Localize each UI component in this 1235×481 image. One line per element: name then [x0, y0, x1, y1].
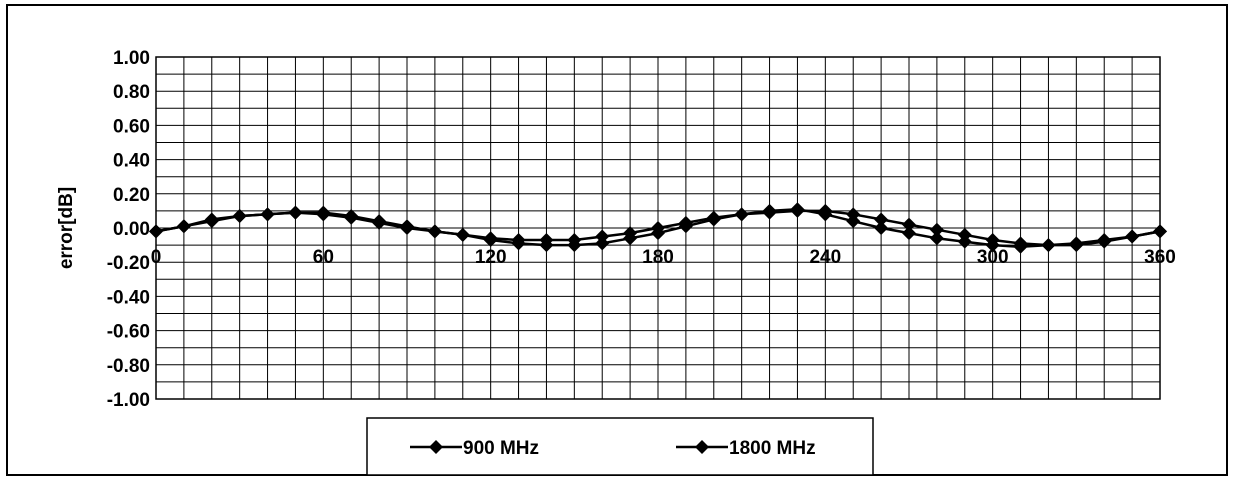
x-tick-label: 360: [1144, 247, 1176, 268]
x-tick-label: 300: [977, 247, 1009, 268]
data-point-marker: [204, 214, 219, 229]
data-point-marker: [678, 219, 693, 234]
data-point-marker: [1125, 229, 1140, 244]
data-point-marker: [316, 207, 331, 222]
x-tick-label: 0: [151, 247, 162, 268]
data-point-marker: [1013, 239, 1028, 254]
data-point-marker: [288, 205, 303, 220]
data-point-marker: [790, 202, 805, 217]
y-tick-label: 1.00: [113, 48, 150, 69]
y-tick-label: -0.80: [107, 356, 150, 377]
data-point-marker: [1041, 238, 1056, 253]
x-tick-label: 120: [475, 247, 507, 268]
y-tick-label: 0.00: [113, 219, 150, 240]
data-point-marker: [734, 207, 749, 222]
y-tick-label: -0.40: [107, 287, 150, 308]
data-point-marker: [511, 236, 526, 251]
data-point-marker: [539, 238, 554, 253]
data-point-marker: [176, 219, 191, 234]
y-axis-label: error[dB]: [56, 187, 77, 269]
data-point-marker: [483, 232, 498, 247]
y-tick-label: -0.20: [107, 253, 150, 274]
y-tick-label: -1.00: [107, 390, 150, 411]
data-point-marker: [567, 238, 582, 253]
data-point-marker: [455, 227, 470, 242]
data-point-marker: [1069, 238, 1084, 253]
data-point-marker: [706, 212, 721, 227]
data-point-marker: [902, 217, 916, 232]
data-point-marker: [149, 224, 163, 239]
y-tick-label: 0.20: [113, 185, 150, 206]
data-point-marker: [260, 207, 275, 222]
y-tick-label: 0.80: [113, 82, 150, 103]
data-point-marker: [874, 212, 889, 227]
x-tick-label: 240: [809, 247, 841, 268]
data-point-marker: [344, 210, 359, 225]
data-point-marker: [651, 226, 665, 241]
legend-swatch-marker: [695, 440, 709, 454]
data-point-marker: [623, 231, 638, 246]
data-point-marker: [929, 222, 944, 237]
series-layer: [149, 202, 1167, 254]
x-tick-label: 180: [642, 247, 674, 268]
y-tick-label: -0.60: [107, 322, 150, 343]
legend-label: 1800 MHz: [729, 438, 816, 459]
legend: 900 MHz 1800 MHz: [366, 417, 874, 476]
y-tick-label: 0.60: [113, 116, 150, 137]
data-point-marker: [232, 209, 247, 224]
legend-swatch-marker: [429, 440, 443, 454]
legend-label: 900 MHz: [463, 438, 539, 459]
data-point-marker: [929, 231, 944, 246]
data-point-marker: [1097, 234, 1112, 249]
x-tick-label: 60: [313, 247, 334, 268]
data-point-marker: [762, 203, 777, 218]
data-point-marker: [874, 221, 889, 235]
data-point-marker: [818, 207, 833, 222]
data-point-marker: [985, 238, 1000, 253]
x-tick-labels: 0 60 120 180 240 300 360: [151, 247, 1176, 268]
data-point-marker: [902, 226, 916, 241]
y-tick-label: 0.40: [113, 151, 150, 172]
data-point-marker: [400, 221, 414, 235]
data-point-marker: [846, 214, 861, 229]
data-point-marker: [957, 234, 972, 249]
data-point-marker: [595, 236, 610, 251]
data-point-marker: [427, 224, 442, 239]
y-tick-labels: 1.00 0.80 0.60 0.40 0.20 0.00 -0.20 -0.40 -0.60 -…: [107, 48, 150, 411]
data-point-marker: [372, 215, 387, 230]
data-point-marker: [1153, 224, 1167, 239]
